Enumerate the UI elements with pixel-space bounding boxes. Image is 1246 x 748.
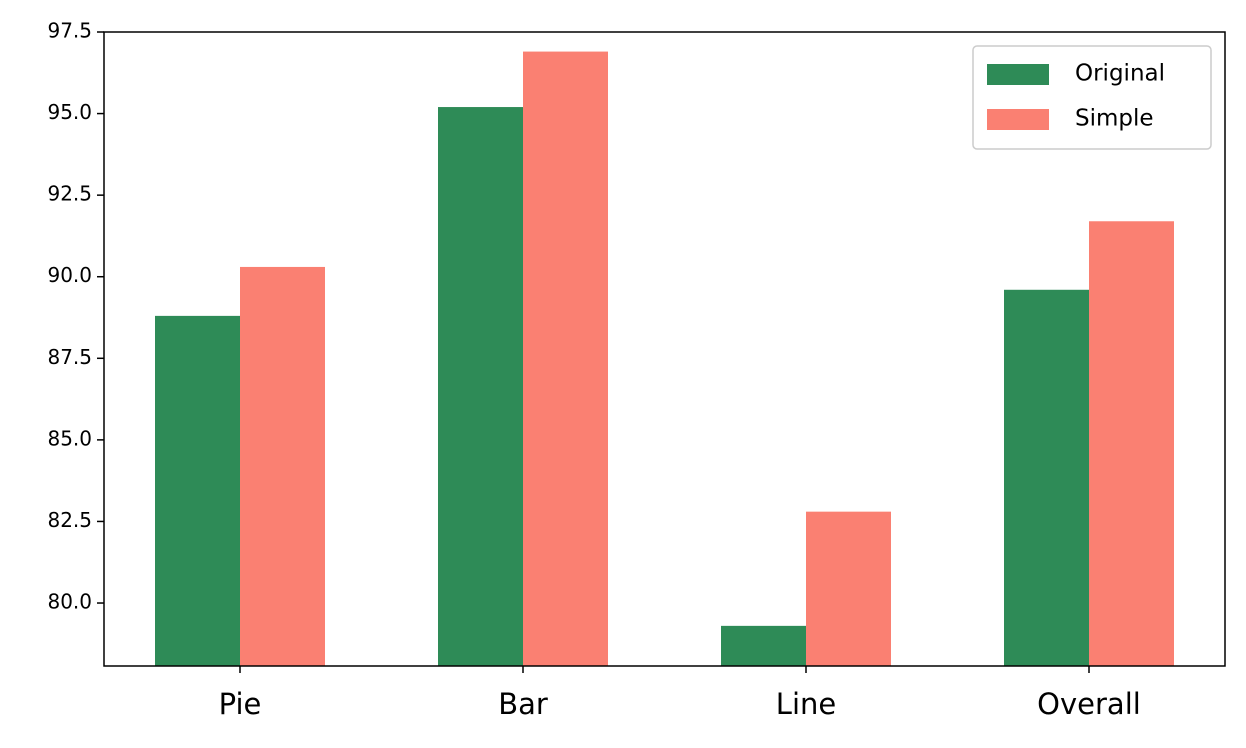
bar	[806, 511, 891, 666]
legend-label: Original	[1075, 61, 1165, 87]
bar	[1089, 221, 1174, 667]
bar	[240, 266, 325, 666]
y-tick-label: 85.0	[47, 426, 92, 450]
y-tick-label: 87.5	[47, 345, 92, 369]
y-tick-label: 90.0	[47, 263, 92, 287]
y-tick-label: 92.5	[47, 182, 92, 206]
bar	[155, 315, 240, 666]
bar	[721, 625, 806, 666]
legend-label: Simple	[1075, 106, 1154, 132]
y-tick-label: 80.0	[47, 590, 92, 614]
legend-swatch	[987, 64, 1049, 85]
x-tick-label: Pie	[219, 687, 262, 721]
bar	[1004, 289, 1089, 666]
x-tick-label: Overall	[1037, 687, 1141, 721]
x-tick-label: Line	[776, 687, 836, 721]
legend-swatch	[987, 109, 1049, 130]
x-tick-label: Bar	[498, 687, 548, 721]
bar	[438, 107, 523, 667]
y-tick-label: 82.5	[47, 508, 92, 532]
plot-frame	[103, 31, 1226, 667]
bar	[523, 51, 608, 666]
y-tick-label: 95.0	[47, 100, 92, 124]
y-tick-label: 97.5	[47, 19, 92, 43]
